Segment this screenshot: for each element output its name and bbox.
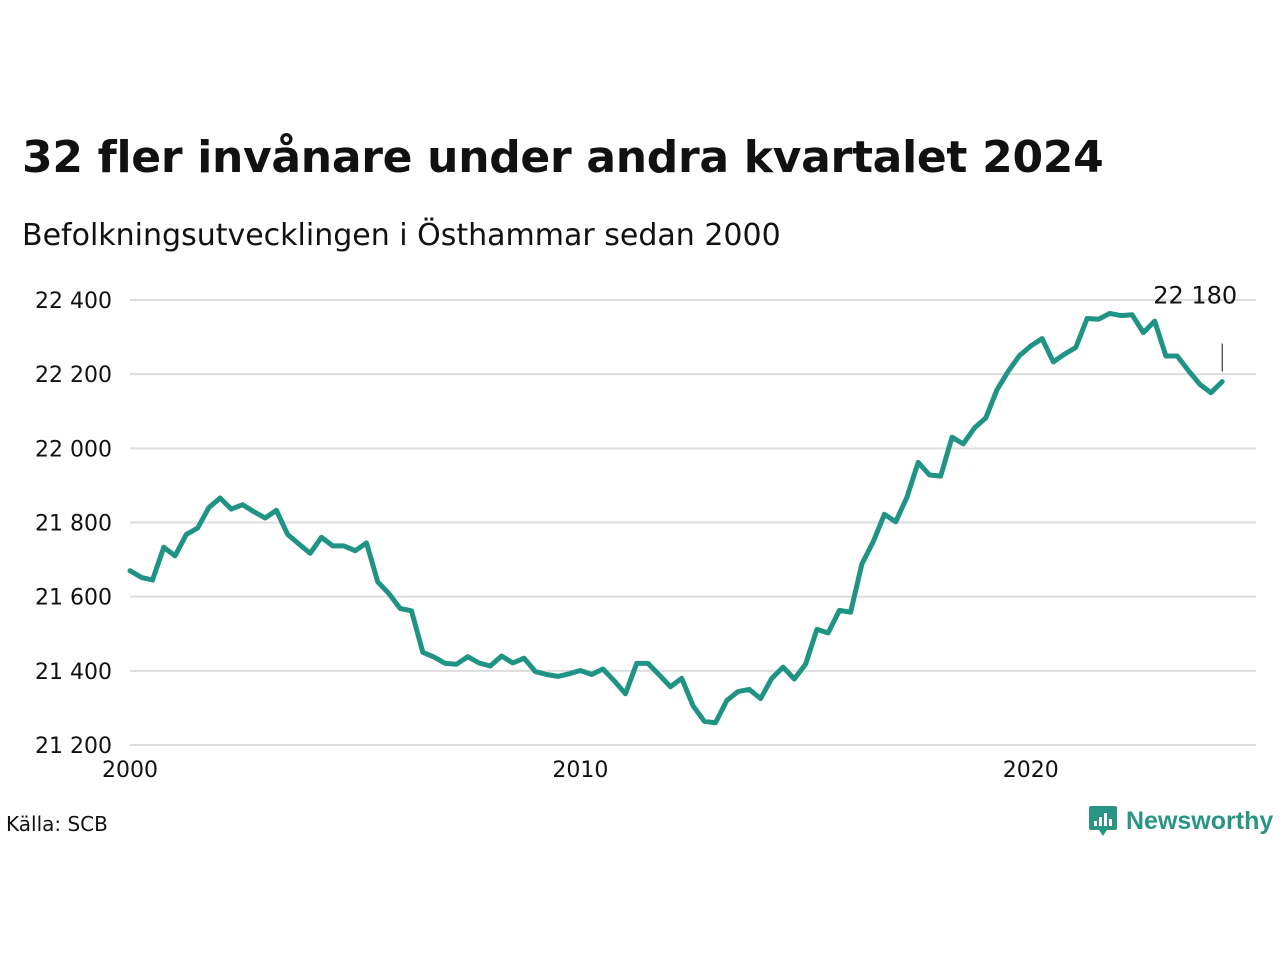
chart-title: 32 fler invånare under andra kvartalet 2… [22, 132, 1104, 183]
y-tick-label: 22 400 [35, 289, 112, 314]
brand-name: Newsworthy [1126, 806, 1274, 835]
x-tick-label: 2010 [552, 758, 608, 783]
y-tick-label: 22 200 [35, 363, 112, 388]
y-axis-tick-labels: 21 200 21 400 21 600 21 800 22 000 22 200 22 4… [35, 289, 112, 759]
y-tick-label: 21 400 [35, 660, 112, 685]
newsworthy-logo: Newsworthy [1088, 804, 1273, 838]
newsworthy-logo-icon [1089, 806, 1117, 836]
annotation-label: 22 180 [1153, 282, 1237, 310]
source-label: Källa: SCB [6, 812, 108, 836]
y-tick-label: 21 800 [35, 512, 112, 537]
x-tick-label: 2000 [102, 758, 158, 783]
series-line [127, 310, 1225, 726]
chart-subtitle: Befolkningsutvecklingen i Östhammar seda… [22, 218, 781, 253]
y-tick-label: 21 600 [35, 586, 112, 611]
x-tick-label: 2020 [1003, 758, 1059, 783]
x-axis-tick-labels: 2000 2010 2020 [102, 758, 1059, 783]
grid-lines [130, 299, 1256, 746]
y-tick-label: 21 200 [35, 734, 112, 759]
y-tick-label: 22 000 [35, 437, 112, 462]
